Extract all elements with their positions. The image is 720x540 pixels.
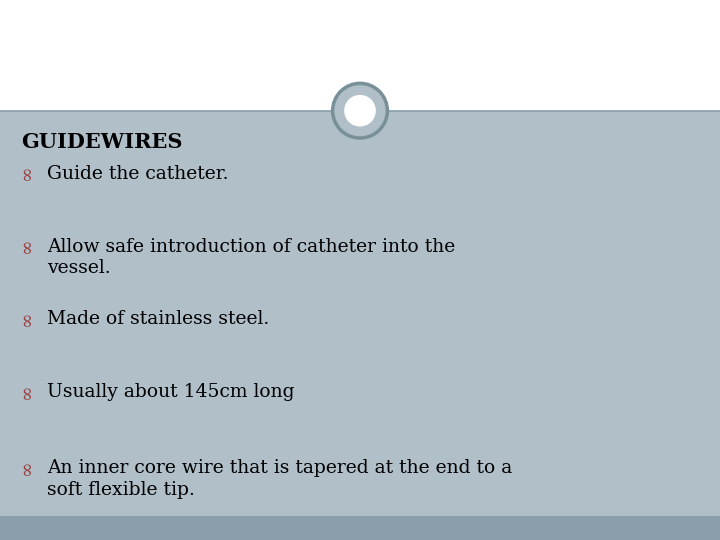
Ellipse shape <box>333 83 387 138</box>
Text: ∞: ∞ <box>18 310 36 326</box>
Text: GUIDEWIRES: GUIDEWIRES <box>22 132 183 152</box>
Text: Usually about 145cm long: Usually about 145cm long <box>47 383 294 401</box>
Text: Allow safe introduction of catheter into the
vessel.: Allow safe introduction of catheter into… <box>47 238 455 277</box>
Bar <box>0 0 720 111</box>
Text: Guide the catheter.: Guide the catheter. <box>47 165 228 183</box>
Text: Made of stainless steel.: Made of stainless steel. <box>47 310 269 328</box>
Text: ∞: ∞ <box>18 238 36 253</box>
Text: An inner core wire that is tapered at the end to a
soft flexible tip.: An inner core wire that is tapered at th… <box>47 459 512 498</box>
Bar <box>0 516 720 540</box>
Text: ∞: ∞ <box>18 165 36 180</box>
Bar <box>0 111 720 516</box>
Text: ∞: ∞ <box>18 459 36 475</box>
Text: ∞: ∞ <box>18 383 36 399</box>
Ellipse shape <box>344 95 376 126</box>
